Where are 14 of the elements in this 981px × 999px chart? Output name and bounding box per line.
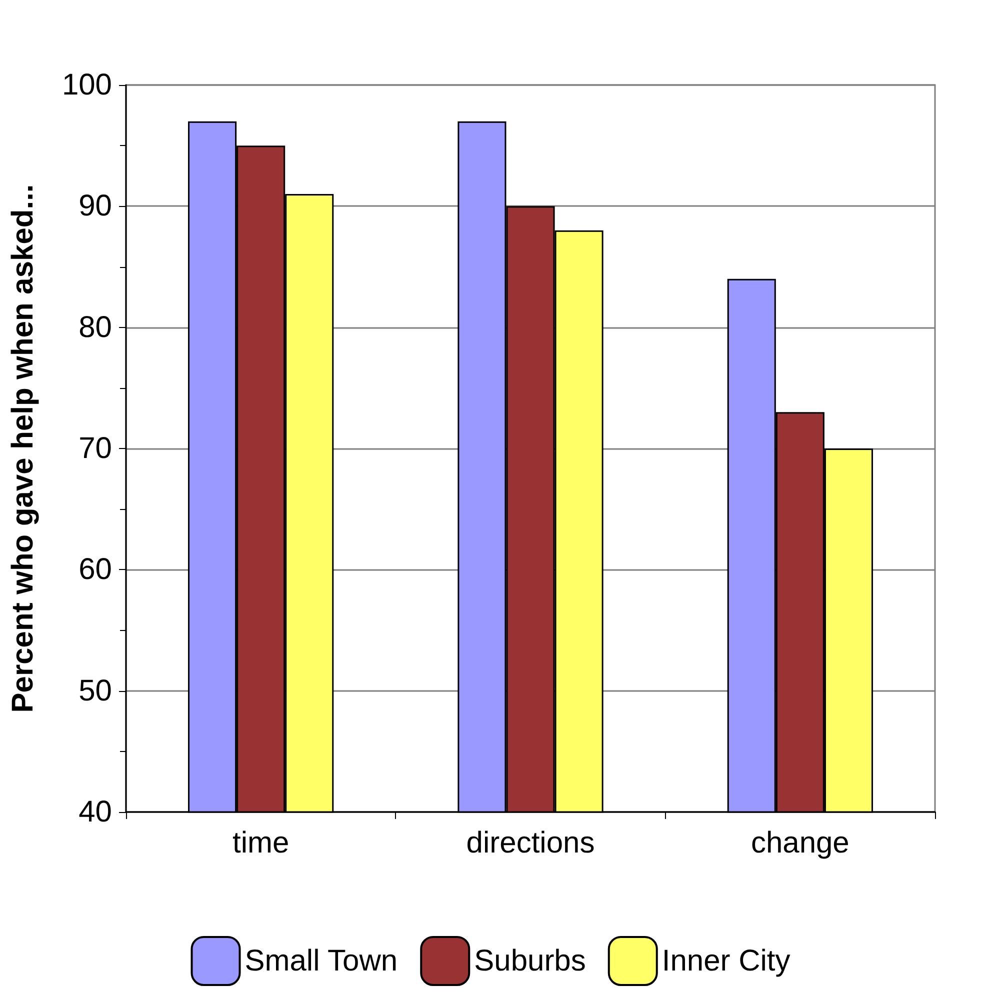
x-tick-label: change: [750, 826, 850, 860]
x-tick-label: directions: [466, 826, 595, 860]
y-axis-title: Percent who gave help when asked...: [6, 184, 40, 713]
y-tick-label: 80: [78, 310, 112, 344]
legend-label: Inner City: [662, 944, 790, 978]
y-tick-label: 40: [78, 796, 112, 828]
y-tick-label: 60: [78, 553, 112, 586]
y-tick-label: 90: [78, 190, 112, 223]
legend-label: Suburbs: [474, 944, 586, 978]
legend-label: Small Town: [244, 944, 398, 978]
y-tick-label: 100: [62, 68, 112, 102]
y-tick-label: 50: [78, 674, 112, 708]
y-tick-label: 70: [78, 432, 112, 465]
x-tick-label: time: [232, 826, 290, 860]
